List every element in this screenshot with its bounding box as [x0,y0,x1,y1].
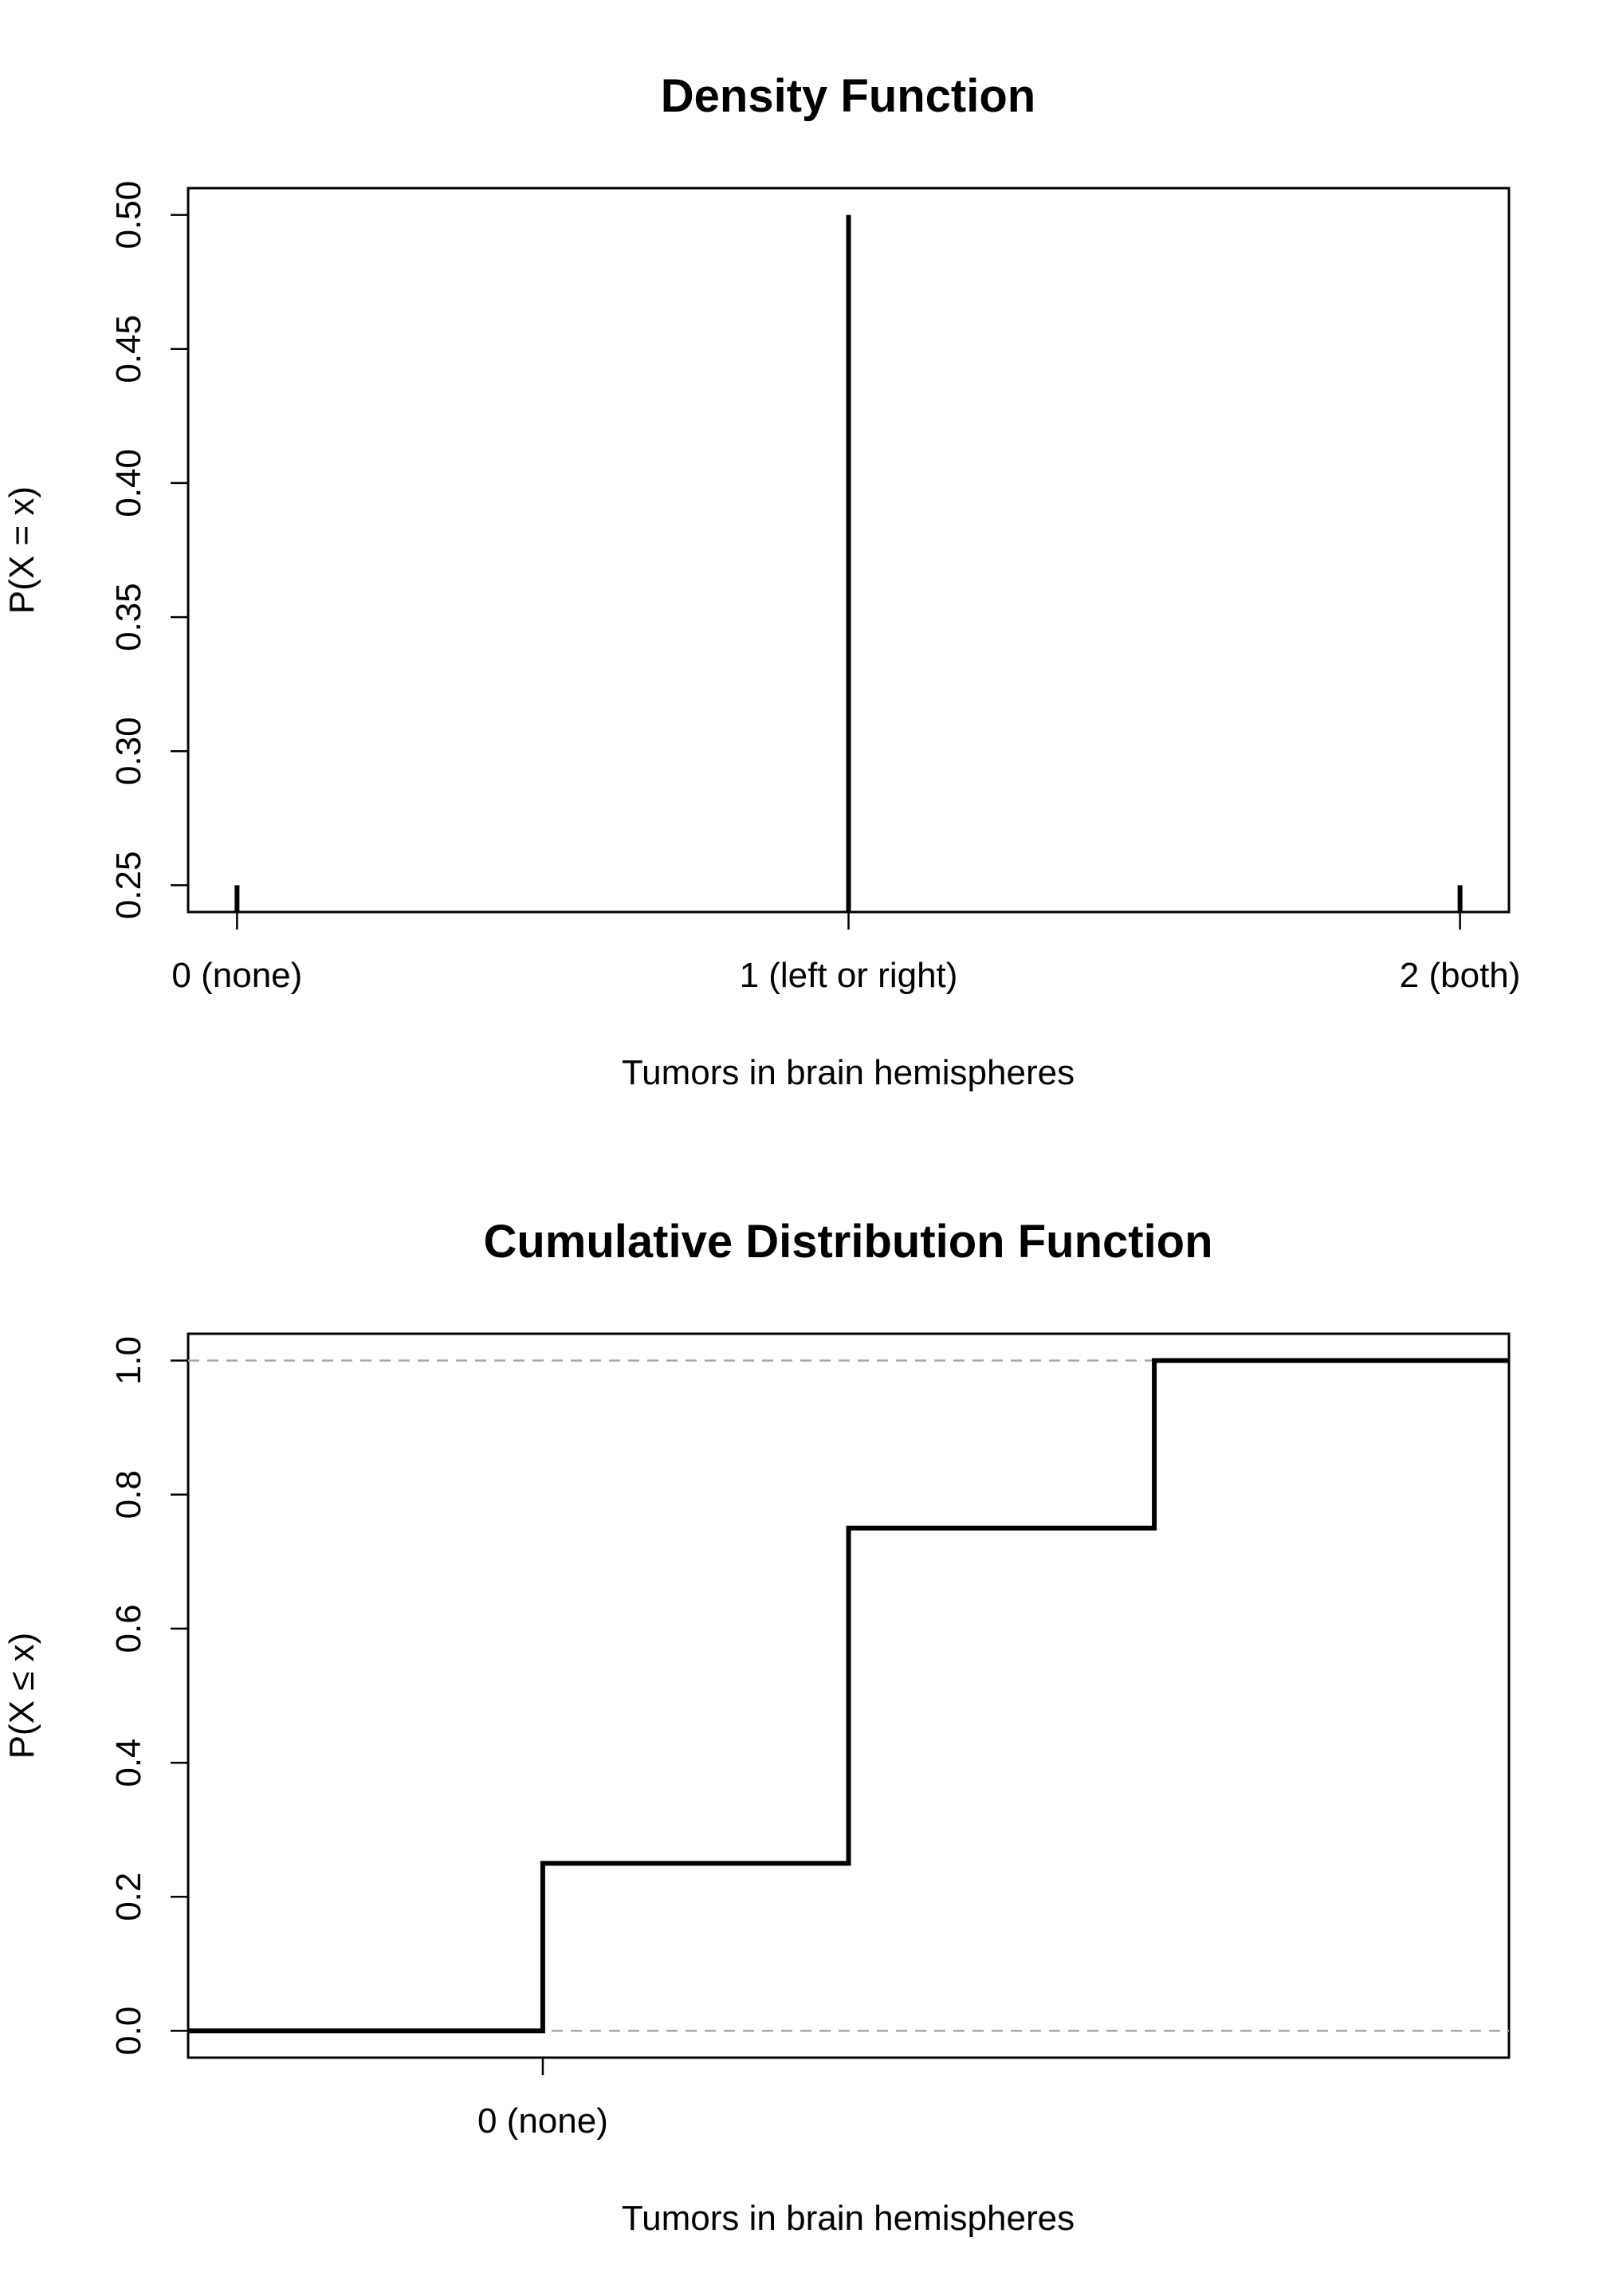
cdf-y-tick-label: 0.6 [109,1604,148,1653]
cdf-step-path [188,1358,1509,2034]
density-y-tick-label: 0.45 [109,315,148,383]
cdf-title: Cumulative Distribution Function [483,1216,1212,1268]
cdf-y-tick-label: 0.0 [109,2007,148,2055]
density-y-tick-label: 0.30 [109,717,148,785]
density-title: Density Function [661,70,1035,122]
cdf-y-tick-label: 0.2 [109,1873,148,1921]
density-y-tick-label: 0.25 [109,851,148,920]
density-y-tick-label: 0.50 [109,181,148,250]
density-x-axis-label: Tumors in brain hemispheres [622,1053,1075,1092]
density-spikes [234,214,1463,912]
cdf-x-axis: 0 (none) [477,2058,608,2141]
density-y-tick-label: 0.35 [109,583,148,651]
density-x-tick-label: 1 (left or right) [740,956,958,995]
cdf-y-axis: 0.0 0.2 0.4 0.6 0.8 1.0 [109,1336,188,2055]
cdf-y-tick-label: 0.8 [109,1470,148,1519]
cdf-y-tick-label: 0.4 [109,1738,148,1787]
density-y-axis: 0.25 0.30 0.35 0.40 0.45 0.50 [109,181,188,919]
cdf-y-axis-label: P(X ≤ x) [2,1633,41,1759]
cdf-x-axis-label: Tumors in brain hemispheres [622,2199,1075,2238]
density-panel: Density Function 0.25 0.30 0.35 0.40 0.45 0.5… [2,70,1520,1092]
density-x-tick-label: 2 (both) [1400,956,1521,995]
cdf-panel: Cumulative Distribution Function 0.00.20… [2,1216,1511,2238]
density-y-tick-label: 0.40 [109,449,148,517]
density-x-tick-label: 0 (none) [171,956,302,995]
density-x-axis: 0 (none) 1 (left or right) 2 (both) [171,912,1520,995]
cdf-step-line [188,1358,1509,2034]
cdf-plot-frame [187,1332,1511,2059]
cdf-y-tick-label: 1.0 [109,1336,148,1385]
cdf-x-tick-label: 0 (none) [477,2101,608,2141]
density-y-axis-label: P(X = x) [2,486,41,614]
